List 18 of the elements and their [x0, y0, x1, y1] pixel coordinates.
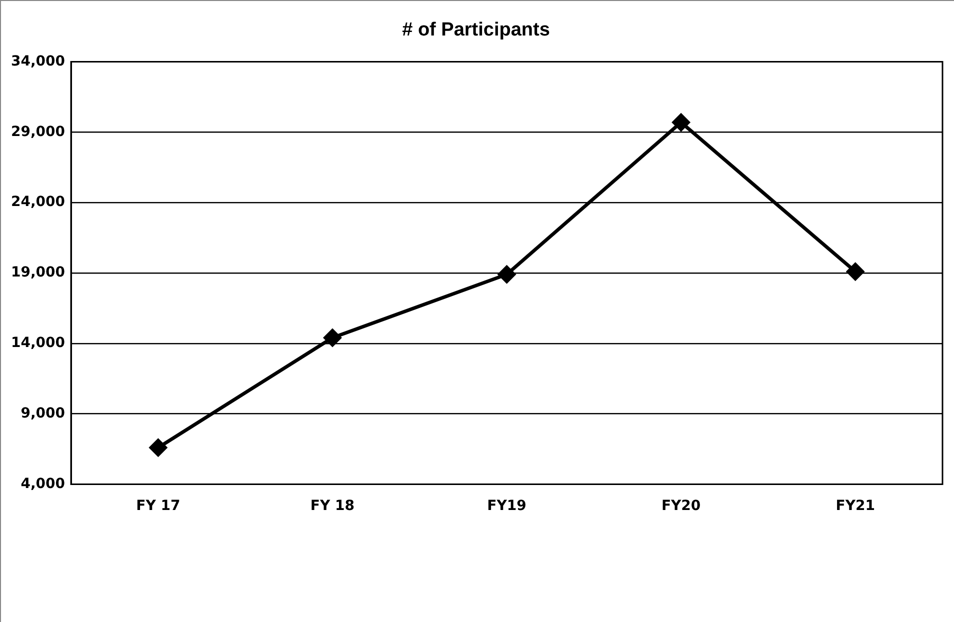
point [672, 114, 690, 132]
x-tick-label: FY20 [661, 498, 701, 514]
y-tick-label: 24,000 [10, 194, 66, 210]
y-tick-label: 9,000 [20, 405, 66, 422]
x-tick-label: FY19 [487, 498, 526, 514]
point [324, 329, 342, 347]
chart-title: # of Participants [402, 20, 550, 41]
point [846, 262, 864, 280]
point [498, 266, 516, 284]
x-tick-label: FY 17 [136, 498, 180, 514]
x-tick-label: FY 18 [310, 498, 354, 514]
y-tick-label: 14,000 [10, 335, 66, 352]
x-tick-label: FY21 [836, 498, 875, 514]
y-tick-label: 34,000 [10, 53, 66, 70]
y-tick-label: 4,000 [20, 476, 66, 492]
y-tick-label: 19,000 [10, 264, 66, 281]
y-tick-label: 29,000 [10, 124, 66, 140]
point [149, 438, 167, 456]
